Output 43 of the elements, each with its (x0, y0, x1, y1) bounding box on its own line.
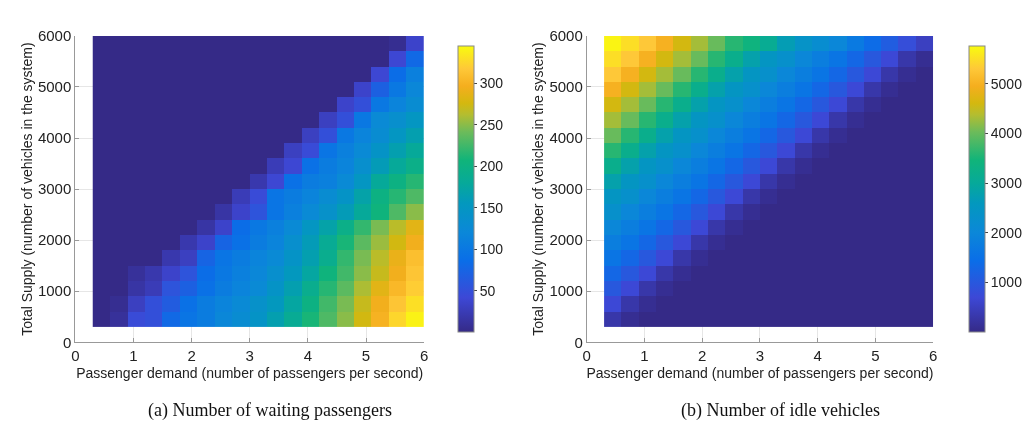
color-bar-label: 300 (479, 75, 504, 92)
x-tick-label: 6 (929, 347, 938, 365)
y-tick-label: 1000 (549, 282, 583, 300)
color-bar-label: 200 (479, 158, 504, 175)
x-tick-label: 2 (187, 347, 196, 365)
y-tick-label: 4000 (37, 129, 72, 147)
y-tick-label: 6000 (549, 27, 583, 45)
x-tick-label: 3 (755, 347, 765, 365)
x-tick-label: 2 (698, 347, 707, 365)
x-tick-label: 5 (871, 347, 880, 365)
x-tick-label: 4 (813, 347, 822, 365)
y-tick-label: 6000 (37, 27, 72, 45)
color-bar-label: 3000 (990, 175, 1023, 192)
text: (a) Number of waiting passengers (148, 400, 392, 421)
x-axis-title: Passenger demand (number of passengers per second) (586, 364, 934, 381)
y-axis-title: Total Supply (number of vehicles in the system) (18, 42, 35, 336)
x-tick-label: 5 (361, 347, 371, 365)
y-tick-label: 3000 (37, 180, 72, 198)
y-tick-label: 2000 (549, 231, 583, 249)
y-tick-label: 0 (62, 333, 72, 351)
color-bar-label: 250 (479, 116, 504, 133)
y-tick-label: 1000 (37, 282, 72, 300)
color-bar-label: 100 (479, 241, 504, 258)
x-tick-label: 4 (303, 347, 313, 365)
y-tick-label: 2000 (37, 231, 72, 249)
x-tick-label: 1 (640, 347, 649, 365)
y-tick-label: 5000 (37, 78, 72, 96)
color-bar-label: 150 (479, 199, 504, 216)
y-tick-label: 3000 (549, 180, 583, 198)
x-tick-label: 3 (245, 347, 254, 365)
color-bar-label: 4000 (990, 125, 1023, 142)
text: (b) Number of idle vehicles (681, 400, 880, 421)
x-axis-title: Passenger demand (number of passengers per second) (76, 364, 424, 381)
y-tick-label: 5000 (549, 78, 583, 96)
color-bar-label: 1000 (990, 274, 1023, 291)
x-tick-label: 1 (129, 347, 138, 365)
y-axis-title: Total Supply (number of vehicles in the system) (529, 42, 546, 336)
x-tick-label: 6 (419, 347, 429, 365)
y-tick-label: 0 (574, 333, 583, 351)
color-bar-label: 2000 (990, 224, 1023, 241)
color-bar-label: 5000 (990, 75, 1023, 92)
y-tick-label: 4000 (549, 129, 583, 147)
color-bar-label: 50 (479, 282, 496, 299)
